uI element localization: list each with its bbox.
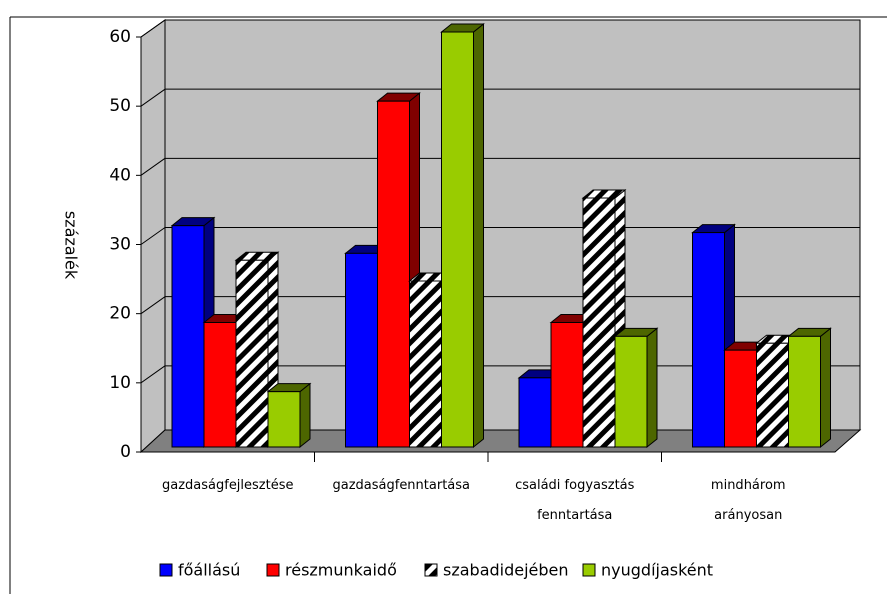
x-tick-label: mindhárom arányosan bbox=[711, 478, 786, 523]
bar bbox=[788, 335, 821, 448]
bar bbox=[409, 280, 442, 448]
bar bbox=[518, 377, 552, 448]
bar bbox=[724, 349, 757, 448]
bar bbox=[235, 259, 269, 448]
legend-swatch bbox=[266, 563, 280, 577]
y-axis-label: százalék bbox=[62, 211, 81, 280]
bar bbox=[550, 322, 584, 448]
bar bbox=[692, 232, 725, 448]
legend-label: szabadidejében bbox=[443, 561, 569, 580]
legend-label: részmunkaidő bbox=[285, 561, 397, 580]
bar bbox=[203, 322, 237, 448]
bar bbox=[171, 225, 205, 448]
x-tick-label: gazdaságfenntartása bbox=[332, 478, 470, 493]
grid-line bbox=[140, 19, 166, 38]
legend-swatch bbox=[159, 563, 173, 577]
legend-swatch bbox=[582, 563, 596, 577]
bar bbox=[345, 252, 378, 448]
bar bbox=[377, 100, 410, 448]
grid-line bbox=[140, 227, 166, 245]
bar-side bbox=[473, 22, 484, 449]
bar bbox=[756, 342, 789, 448]
grid-line bbox=[140, 296, 166, 315]
grid-line bbox=[140, 88, 166, 107]
y-tick-label: 40 bbox=[109, 165, 131, 185]
legend-label: főállású bbox=[178, 561, 240, 580]
bar bbox=[582, 197, 616, 448]
bar-side bbox=[299, 382, 311, 449]
y-tick-label: 20 bbox=[109, 304, 131, 324]
legend-swatch bbox=[424, 563, 438, 577]
bar-side bbox=[820, 327, 831, 449]
legend-label: nyugdíjasként bbox=[601, 561, 713, 580]
bar-side bbox=[646, 327, 658, 449]
y-tick-label: 10 bbox=[109, 373, 131, 393]
bar bbox=[441, 31, 474, 448]
bar bbox=[267, 391, 301, 448]
y-tick-label: 30 bbox=[109, 235, 131, 255]
y-tick-label: 60 bbox=[109, 27, 131, 47]
grid-line bbox=[140, 365, 166, 384]
y-tick-label: 50 bbox=[109, 96, 131, 116]
x-tick-label: családi fogyasztás fenntartása bbox=[515, 478, 635, 523]
x-tick-label: gazdaságfejlesztése bbox=[162, 478, 294, 493]
bar bbox=[614, 335, 648, 448]
grid-line bbox=[140, 157, 166, 176]
y-tick-label: 0 bbox=[120, 442, 131, 462]
